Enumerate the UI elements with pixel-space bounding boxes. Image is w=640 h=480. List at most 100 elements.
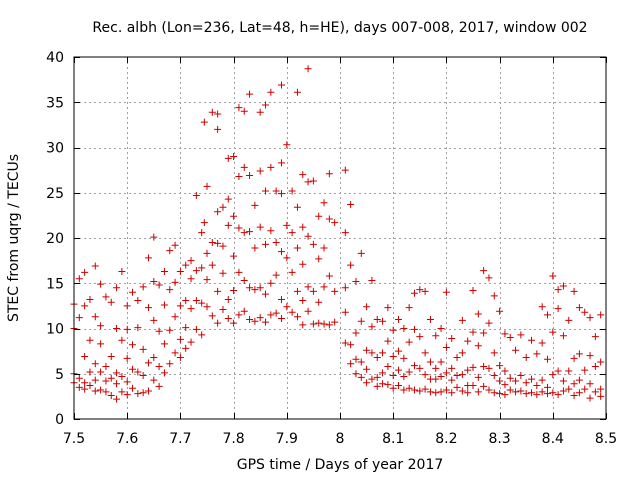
data-point — [240, 163, 248, 171]
data-point — [113, 369, 121, 377]
data-point — [267, 311, 275, 319]
data-point — [192, 296, 200, 304]
data-point — [352, 329, 360, 337]
data-point — [453, 372, 461, 380]
data-point — [219, 305, 227, 313]
data-point — [347, 341, 355, 349]
data-point — [389, 372, 397, 380]
data-point — [480, 267, 488, 275]
data-point — [522, 379, 530, 387]
data-point — [341, 229, 349, 237]
data-point — [288, 308, 296, 316]
data-point — [421, 385, 429, 393]
data-point — [139, 372, 147, 380]
data-point — [113, 380, 121, 388]
data-point — [283, 141, 291, 149]
data-point — [347, 201, 355, 209]
data-point — [549, 272, 557, 280]
data-point — [299, 321, 307, 329]
data-point — [368, 323, 376, 331]
data-point — [113, 395, 121, 403]
data-point — [389, 326, 397, 334]
data-point — [277, 159, 285, 167]
data-point — [421, 287, 429, 295]
data-point — [400, 325, 408, 332]
data-point — [533, 382, 541, 390]
data-point — [262, 290, 270, 298]
data-point — [325, 215, 333, 223]
data-point — [288, 187, 296, 195]
y-tick-label: 5 — [55, 367, 64, 383]
data-point — [293, 88, 301, 96]
data-point — [426, 315, 434, 323]
data-point — [474, 388, 482, 396]
data-point — [123, 378, 131, 386]
data-point — [176, 353, 184, 361]
y-tick-label: 35 — [46, 95, 64, 111]
data-point — [570, 287, 578, 295]
data-point — [591, 363, 599, 371]
data-point — [75, 383, 83, 391]
data-point — [528, 375, 536, 383]
data-point — [144, 304, 152, 312]
data-point — [267, 279, 275, 287]
data-point — [432, 364, 440, 372]
data-point — [203, 249, 211, 257]
data-point — [570, 391, 578, 399]
data-point — [129, 384, 137, 392]
data-point — [272, 187, 280, 195]
x-tick-label: 7.8 — [222, 431, 244, 447]
data-point — [86, 336, 94, 344]
y-tick-label: 25 — [46, 186, 64, 202]
data-point — [160, 369, 168, 377]
data-point — [235, 311, 243, 319]
y-axis-tick-labels: 0 5 10 15 20 25 30 35 40 — [46, 50, 64, 428]
data-point — [325, 272, 333, 280]
data-point — [363, 379, 371, 387]
data-point — [320, 283, 328, 291]
data-point — [283, 303, 291, 311]
data-point — [113, 284, 121, 292]
data-point — [240, 277, 248, 285]
data-point — [464, 389, 472, 397]
data-point — [123, 325, 131, 333]
data-point — [469, 328, 477, 336]
data-point — [586, 314, 594, 322]
data-point — [480, 363, 488, 371]
data-point — [102, 388, 110, 396]
data-point — [506, 334, 514, 342]
data-point — [224, 296, 232, 304]
data-point — [554, 286, 562, 294]
data-point — [246, 172, 254, 180]
data-point — [559, 332, 567, 340]
data-point — [219, 242, 227, 250]
data-point — [341, 284, 349, 292]
data-point — [107, 391, 115, 399]
data-point — [267, 227, 275, 235]
data-point — [97, 340, 105, 348]
data-point — [464, 337, 472, 345]
data-point — [575, 376, 583, 384]
data-point — [192, 325, 200, 333]
data-point — [559, 387, 567, 395]
data-point — [262, 240, 270, 248]
data-point — [565, 385, 573, 393]
data-point — [591, 388, 599, 396]
data-point — [389, 353, 397, 361]
data-point — [496, 377, 504, 385]
data-point — [134, 296, 142, 304]
data-point — [448, 389, 456, 397]
y-tick-label: 20 — [46, 231, 64, 247]
data-point — [166, 286, 174, 294]
data-point — [549, 328, 557, 336]
data-point — [458, 349, 466, 357]
data-point — [230, 319, 238, 327]
data-point — [118, 372, 126, 380]
data-point — [208, 108, 216, 116]
data-point — [251, 286, 259, 294]
data-point — [251, 201, 259, 209]
data-point — [368, 277, 376, 285]
data-point — [395, 382, 403, 390]
data-point — [187, 338, 195, 346]
